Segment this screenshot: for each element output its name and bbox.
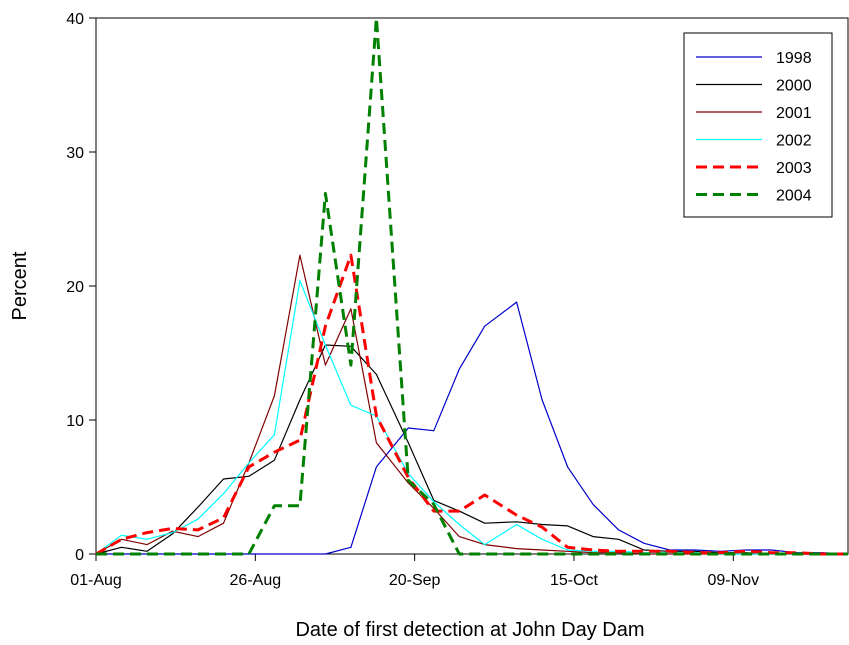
x-tick-label: 20-Sep [389,572,441,589]
legend-label: 2003 [776,160,812,177]
x-axis: 01-Aug 26-Aug 20-Sep 15-Oct 09-Nov [70,554,759,589]
legend: 1998 2000 2001 2002 2003 2004 [683,32,833,218]
series-line-2004 [96,16,848,556]
x-tick-label: 15-Oct [550,572,599,589]
x-tick-label: 01-Aug [70,572,122,589]
y-tick-label: 10 [66,413,84,430]
legend-label: 1998 [776,50,812,67]
y-tick-label: 30 [66,145,84,162]
series-line-2003 [95,253,848,556]
series-lines [95,16,849,556]
x-tick-label: 09-Nov [707,572,759,589]
y-axis: 0 10 20 30 40 [66,11,96,564]
x-axis-label: Date of first detection at John Day Dam [295,619,644,641]
legend-label: 2000 [776,78,812,95]
legend-label: 2001 [776,105,812,122]
y-tick-label: 40 [66,11,84,28]
legend-box [683,32,833,218]
x-tick-label: 26-Aug [230,572,282,589]
legend-label: 2004 [776,188,812,205]
y-tick-label: 0 [75,547,84,564]
legend-label: 2002 [776,133,812,150]
y-tick-label: 20 [66,279,84,296]
y-axis-label: Percent [9,251,31,320]
